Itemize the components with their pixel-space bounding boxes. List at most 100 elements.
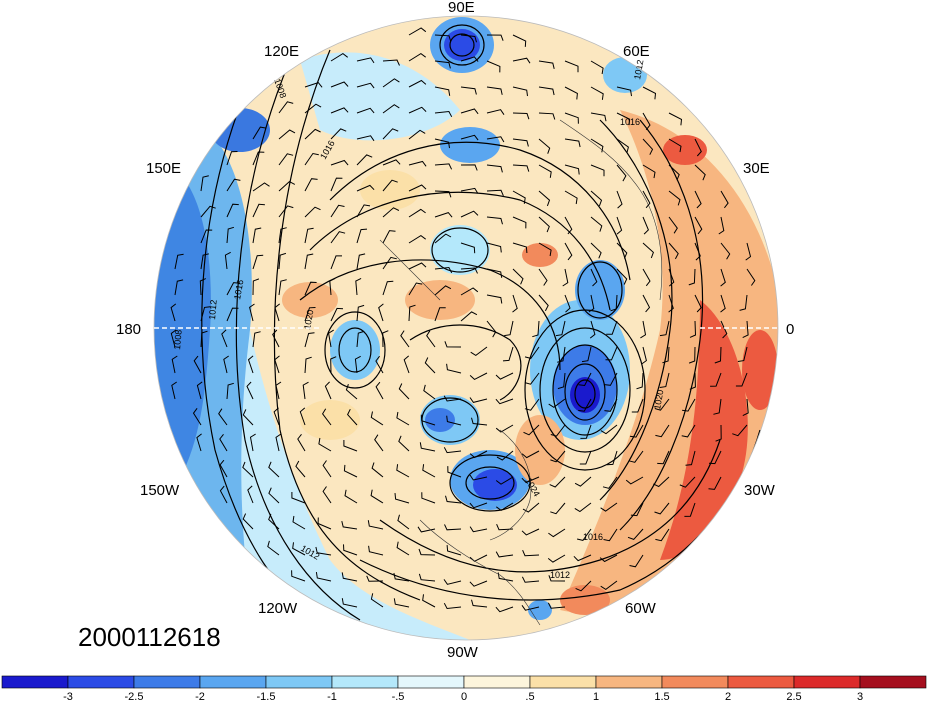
wind-barb (512, 138, 529, 147)
wind-barb (324, 381, 332, 400)
wind-barb (304, 307, 316, 322)
wind-barb (278, 153, 294, 166)
wind-barb (226, 226, 235, 244)
wind-barb (564, 138, 581, 148)
wind-barb (356, 154, 373, 166)
wind-barb (460, 311, 478, 322)
wind-barb (443, 602, 462, 610)
wind-barb (610, 294, 618, 312)
wind-barb (304, 178, 318, 192)
wind-barb (382, 78, 400, 88)
wind-barb (616, 216, 623, 235)
wind-barb (588, 294, 595, 313)
wind-barb (625, 476, 644, 485)
wind-barb (564, 216, 573, 235)
wind-barb (694, 164, 706, 181)
lon-label-90w: 90W (447, 644, 479, 661)
wind-barb (226, 382, 234, 400)
wind-barb (226, 151, 238, 166)
wind-barb (469, 474, 488, 481)
wind-barb (246, 381, 254, 400)
wind-barb (605, 346, 618, 361)
wind-barb (252, 126, 267, 140)
wind-barb (171, 355, 178, 374)
wind-barb (512, 268, 524, 285)
wind-barb (408, 106, 427, 114)
wind-barb (356, 304, 365, 322)
wind-barb (668, 242, 679, 260)
wind-barb (550, 450, 566, 463)
lon-label-120w: 120W (258, 600, 298, 617)
wind-barb (521, 576, 540, 583)
colorbar-swatch (67, 675, 135, 689)
wind-barb (742, 398, 749, 417)
wind-barb (274, 355, 280, 374)
wind-barb (538, 294, 549, 312)
colorbar-swatch (397, 675, 465, 689)
wind-barb (434, 138, 450, 149)
lon-label-60w: 60W (625, 600, 657, 617)
wind-barb (400, 330, 410, 348)
wind-barb (735, 372, 748, 387)
wind-barb (714, 346, 722, 364)
wind-barb (550, 424, 566, 437)
wind-barb (375, 355, 384, 374)
wind-barb (745, 242, 752, 261)
wind-barb (370, 489, 384, 504)
wind-barb (291, 570, 306, 582)
wind-barb (512, 164, 530, 172)
wind-barb (434, 34, 452, 42)
wind-barb (538, 60, 555, 70)
wind-barb (668, 164, 680, 181)
wind-barb (302, 381, 309, 400)
wind-barb (445, 495, 462, 504)
wind-barb (275, 433, 282, 452)
wind-barb (200, 306, 211, 322)
wind-barb (694, 216, 703, 235)
wind-barb (328, 329, 334, 348)
wind-barb (548, 575, 566, 582)
wind-barb (604, 372, 618, 386)
wind-barb (579, 450, 592, 465)
wind-barb (330, 204, 345, 218)
wind-barb (642, 294, 651, 313)
wind-barb (486, 242, 502, 253)
wind-barb (538, 268, 548, 286)
wind-barb (356, 135, 375, 142)
wind-barb (434, 163, 453, 170)
wind-barb (578, 398, 592, 412)
wind-barb (642, 216, 649, 235)
wind-barb (443, 579, 462, 585)
wind-barb (590, 112, 607, 122)
wind-barb (629, 554, 644, 568)
wind-barb (627, 528, 644, 540)
wind-barb (330, 255, 342, 270)
wind-barb (408, 208, 426, 218)
wind-barb (486, 164, 503, 173)
wind-barb (304, 227, 314, 244)
wind-barb (708, 476, 722, 490)
wind-barb (688, 268, 696, 286)
wind-barb (398, 383, 410, 400)
wind-barb (469, 397, 488, 403)
wind-barb (668, 294, 674, 313)
wind-barb (573, 554, 592, 562)
colorbar-swatch (133, 675, 201, 689)
wind-barb (606, 320, 618, 335)
wind-barb (616, 112, 631, 126)
wind-barb (447, 466, 462, 478)
wind-barb (382, 280, 394, 296)
wind-barb (268, 461, 280, 478)
wind-barb (600, 424, 618, 435)
wind-barb (495, 398, 514, 405)
wind-barb (600, 580, 618, 591)
wind-barb (374, 434, 384, 452)
wind-barb (304, 103, 322, 114)
wind-barb (486, 86, 503, 95)
wind-barb (642, 268, 651, 287)
wind-barb (356, 253, 366, 270)
wind-barb (512, 242, 528, 254)
colorbar-swatch (595, 675, 663, 689)
wind-barb (616, 268, 628, 285)
wind-barb (708, 450, 722, 465)
